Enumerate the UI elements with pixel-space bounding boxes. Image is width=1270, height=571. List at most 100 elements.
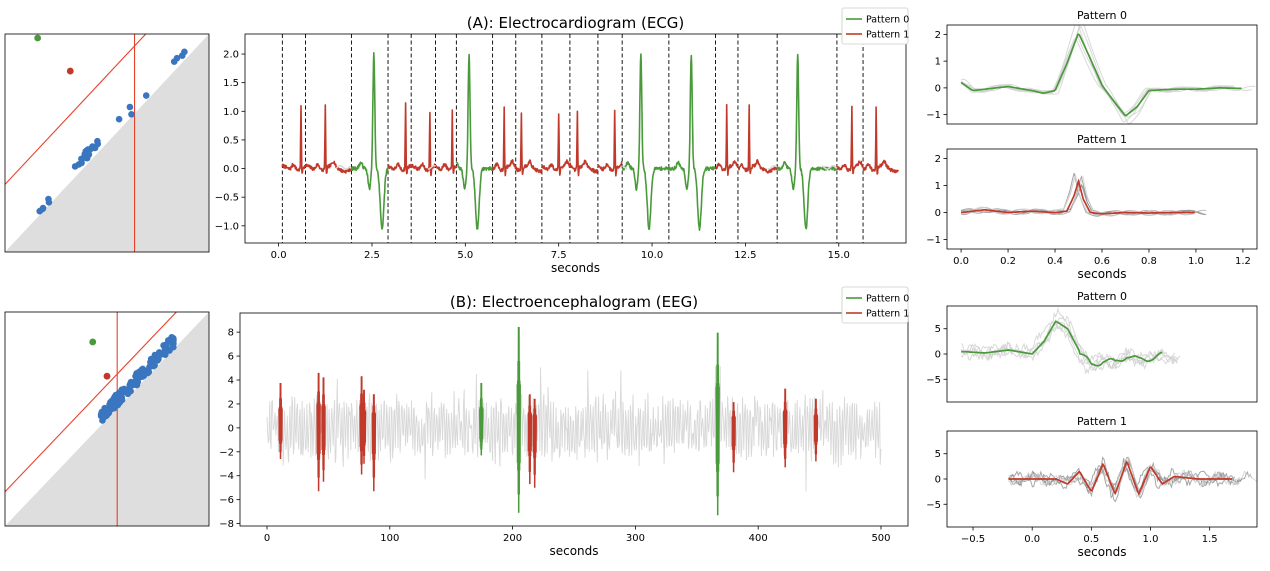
pattern0-event [479, 382, 484, 456]
unmatched-segment [335, 164, 352, 170]
persistence-point [85, 151, 93, 158]
pattern0-segment [350, 52, 389, 230]
persistence-point [45, 198, 53, 206]
y-tick-label: 1.0 [223, 107, 239, 118]
pattern1-segment [541, 113, 571, 176]
unmatched-segment [767, 164, 778, 170]
pattern-area [960, 172, 1207, 217]
pattern1-segment [387, 102, 412, 175]
pattern0-segment [776, 53, 838, 230]
unmatched-segment [428, 164, 436, 170]
x-tick-label: 0.4 [1047, 256, 1063, 267]
x-tick-label: 300 [626, 533, 645, 544]
axes-frame [946, 430, 1258, 528]
pattern1-mean-line [961, 178, 1195, 215]
persistence-point [170, 336, 177, 344]
eeg-plot-area [266, 326, 882, 516]
y-tick-label: 2 [228, 399, 234, 410]
x-tick-label: 7.5 [551, 250, 567, 261]
pattern0-mean-line [961, 320, 1163, 367]
persistence-point [126, 103, 134, 111]
pattern1-segment [515, 112, 543, 175]
pattern-instance [960, 174, 1183, 216]
x-tick-label: 5.0 [457, 250, 473, 261]
pattern1-segment [304, 104, 352, 174]
axes-frame [239, 312, 909, 527]
x-axis-label: seconds [1077, 267, 1126, 281]
shaded-region [5, 34, 209, 252]
persistence-point [178, 52, 186, 59]
persistence-point [78, 159, 85, 167]
pattern1-segment [569, 110, 599, 177]
persistence-point [125, 387, 133, 395]
y-tick-label: −5 [926, 500, 941, 511]
x-tick-label: 100 [380, 533, 399, 544]
diagram-area [5, 312, 209, 526]
pattern1-event [532, 398, 537, 488]
y-tick-label: 0 [228, 423, 234, 434]
pattern-instance [960, 318, 1178, 375]
y-tick-label: 1 [935, 181, 941, 192]
pattern-instance [961, 322, 1181, 369]
highlighted-point [34, 34, 42, 42]
pattern-instance [960, 25, 1235, 118]
legend: Pattern 0 Pattern 1 [841, 7, 909, 45]
eeg-background-signal [266, 365, 882, 492]
pattern1-event [731, 402, 736, 473]
persistence-point [105, 408, 113, 416]
pattern1-event [371, 394, 377, 492]
pattern0-event [516, 326, 521, 513]
pattern0-mean-line [960, 33, 1242, 117]
x-tick-label: −0.5 [961, 534, 985, 545]
axes-frame [244, 33, 907, 244]
persistence-point [110, 395, 117, 403]
y-tick-label: −1 [926, 110, 941, 121]
legend-entry: Pattern 1 [866, 30, 909, 41]
x-axis-label: seconds [551, 261, 600, 275]
persistence-point [133, 381, 141, 389]
persistence-point [115, 389, 123, 396]
pattern-area [960, 25, 1256, 124]
legend-entry: Pattern 1 [866, 309, 909, 320]
x-tick-label: 1.0 [1188, 256, 1204, 267]
persistence-point [39, 205, 46, 213]
legend-box [841, 7, 909, 45]
pattern1-event [278, 382, 283, 460]
x-axis-label: seconds [1077, 545, 1126, 559]
threshold-diagonal-line [5, 312, 177, 493]
x-tick-label: 0.0 [271, 250, 287, 261]
persistence-point [135, 368, 143, 376]
axes-frame [4, 33, 210, 253]
axes-frame [946, 148, 1258, 250]
y-tick-label: 2 [935, 154, 941, 165]
x-tick-label: 0 [264, 533, 270, 544]
y-tick-label: 6 [228, 352, 234, 363]
persistence-point [90, 144, 98, 152]
pattern0-segment [668, 54, 717, 231]
ecg-pattern1-axes: −1 0 1 2 0.0 0.2 0.4 0.6 0.8 1.0 1.2 Pattern 1 secon… [926, 133, 1258, 281]
x-tick-label: 1.5 [1202, 534, 1218, 545]
x-tick-label: 0.5 [1083, 534, 1099, 545]
persistence-point [170, 343, 177, 351]
y-tick-label: 0 [935, 83, 941, 94]
pattern1-event [316, 372, 321, 492]
persistence-point [151, 351, 159, 359]
ecg-pattern0-axes: −1 0 1 2 Pattern 0 [926, 9, 1258, 125]
pattern-instance [960, 34, 1256, 118]
persistence-point [94, 137, 101, 145]
x-tick-label: 0.8 [1141, 256, 1157, 267]
x-tick-label: 1.2 [1235, 256, 1251, 267]
y-tick-label: −1 [926, 235, 941, 246]
persistence-point [158, 351, 166, 358]
pattern1-segment [862, 106, 899, 175]
y-tick-label: −1.0 [215, 221, 239, 232]
persistence-point [170, 58, 178, 65]
persistence-point [97, 412, 105, 420]
unmatched-segment [621, 165, 628, 170]
persistence-point [116, 398, 123, 406]
x-tick-label: 0.0 [953, 256, 969, 267]
pattern-instance [960, 33, 1252, 116]
persistence-point [71, 163, 79, 170]
persistence-point [128, 111, 135, 118]
x-tick-label: 200 [503, 533, 522, 544]
